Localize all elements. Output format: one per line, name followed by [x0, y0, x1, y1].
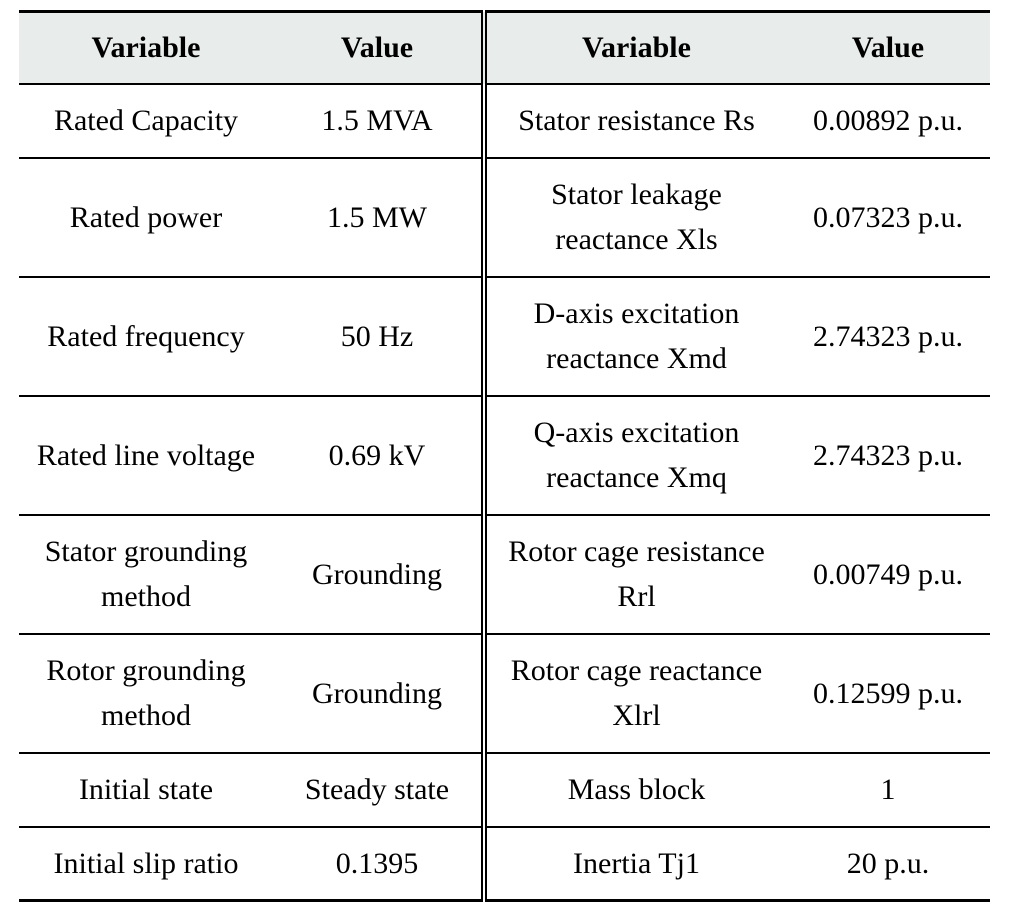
table-body: Rated Capacity 1.5 MVA Stator resistance… [19, 83, 990, 901]
value-cell: 0.00892 p.u. [786, 83, 990, 159]
variable-cell: Rated Capacity [19, 83, 273, 159]
value-cell: 50 Hz [273, 276, 487, 397]
table-row: Initial state Steady state Mass block 1 [19, 752, 990, 828]
table-row: Initial slip ratio 0.1395 Inertia Tj1 20… [19, 826, 990, 901]
value-cell: 20 p.u. [846, 846, 930, 880]
value-cell: 0.12599 p.u. [786, 633, 990, 754]
variable-cell: D-axis excitation reactance Xmd [484, 276, 786, 397]
table-row: Rotor grounding method Grounding Rotor c… [19, 633, 990, 754]
variable-cell: Rated frequency [19, 276, 273, 397]
table-row: Stator grounding method Grounding Rotor … [19, 514, 990, 635]
value-cell: 1.5 MVA [273, 83, 487, 159]
variable-cell: Q-axis excitation reactance Xmq [484, 395, 786, 516]
value-cell: 0.00749 p.u. [786, 514, 990, 635]
variable-cell: Rotor grounding method [19, 633, 273, 754]
value-cell: 0.07323 p.u. [786, 157, 990, 278]
variable-cell: Inertia Tj1 [573, 846, 700, 880]
header-value-right: Value [786, 11, 990, 85]
value-cell: Grounding [273, 514, 487, 635]
variable-cell: Stator leakage reactance Xls [484, 157, 786, 278]
value-cell: 2.74323 p.u. [786, 395, 990, 516]
variable-cell: Stator resistance Rs [484, 83, 786, 159]
table-row: Rated power 1.5 MW Stator leakage reacta… [19, 157, 990, 278]
header-row: Variable Value Variable Value [19, 11, 990, 85]
value-cell: Steady state [273, 752, 487, 828]
value-cell: 1.5 MW [273, 157, 487, 278]
value-cell: 0.69 kV [273, 395, 487, 516]
variable-cell: Rated line voltage [19, 395, 273, 516]
value-cell: Grounding [273, 633, 487, 754]
variable-cell: Rotor cage reactance Xlrl [484, 633, 786, 754]
variable-cell: Rotor cage resistance Rrl [484, 514, 786, 635]
header-value-left: Value [273, 11, 487, 85]
variable-cell: Initial slip ratio [53, 846, 239, 880]
table-header: Variable Value Variable Value [19, 11, 990, 85]
parameter-table: Variable Value Variable Value Rated Capa… [19, 10, 990, 902]
value-cell: 0.1395 [273, 826, 487, 901]
table-row: Rated line voltage 0.69 kV Q-axis excita… [19, 395, 990, 516]
value-cell: 2.74323 p.u. [786, 276, 990, 397]
table-row: Rated frequency 50 Hz D-axis excitation … [19, 276, 990, 397]
variable-cell: Stator grounding method [19, 514, 273, 635]
variable-cell: Mass block [484, 752, 786, 828]
header-variable-right: Variable [484, 11, 786, 85]
variable-cell: Rated power [19, 157, 273, 278]
header-variable-left: Variable [19, 11, 273, 85]
value-cell: 1 [786, 752, 990, 828]
table-row: Rated Capacity 1.5 MVA Stator resistance… [19, 83, 990, 159]
variable-cell: Initial state [19, 752, 273, 828]
